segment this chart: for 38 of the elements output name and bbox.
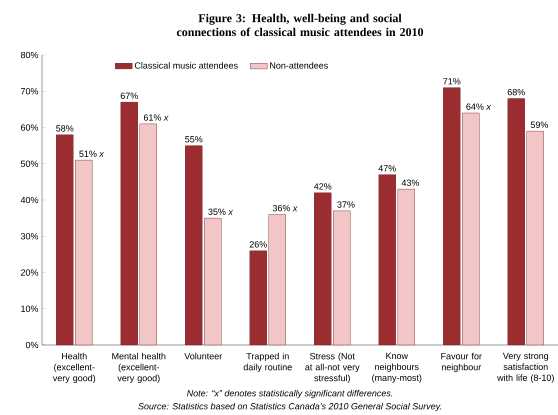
data-label: 42% xyxy=(314,183,332,190)
y-tick-label: 70% xyxy=(20,88,38,94)
x-tick-label: Know neighbours (many-most) xyxy=(372,352,422,383)
chart-title: Figure 3: Health, well-being and social connections of classical music attendees in 2010 xyxy=(176,14,424,36)
data-label: 43% xyxy=(402,180,420,186)
data-label: 58% xyxy=(56,125,74,132)
y-tick-label: 60% xyxy=(20,124,38,131)
x-tick-label: Very strong satisfaction with life (8-10) xyxy=(497,352,554,383)
y-tick-label: 20% xyxy=(20,269,38,276)
y-tick-label: 80% xyxy=(20,52,38,58)
data-label: 37% xyxy=(337,201,355,208)
legend-label: Non-attendees xyxy=(270,62,328,69)
x-tick-label: Trapped in daily routine xyxy=(244,352,292,372)
data-label: 55% xyxy=(185,136,202,142)
y-tick-label: 50% xyxy=(20,160,38,167)
y-tick-label: 0% xyxy=(26,342,38,348)
y-tick-label: 10% xyxy=(21,306,38,312)
x-tick-label: Volunteer xyxy=(184,352,222,360)
x-tick-label: Favour for neighbour xyxy=(441,352,482,372)
data-label: 47% xyxy=(378,165,396,172)
text: Note: “x” denotes statistically significant differences. xyxy=(186,390,392,398)
data-label: 71% xyxy=(443,78,460,84)
data-label: 67% xyxy=(120,92,138,99)
x-tick-label: Stress (Not at all-not very stressful) xyxy=(305,352,360,384)
y-tick-label: 40% xyxy=(20,196,38,204)
legend-label: Classical music attendees xyxy=(134,62,238,69)
data-label: 68% xyxy=(508,88,525,96)
data-label: 36% x xyxy=(272,204,298,212)
source-note: Source: Statistics based on Statistics Canada’s 2010 General Social Survey. xyxy=(138,402,441,412)
data-label: 64% x xyxy=(466,103,492,110)
data-label: 59% xyxy=(530,122,548,128)
data-label: 35% x xyxy=(208,208,234,215)
data-label: 61% x xyxy=(144,114,169,121)
x-tick-label: Health (excellent-very good) xyxy=(52,352,96,384)
x-tick-label: Mental health (excellent-very good) xyxy=(112,352,166,384)
y-tick-label: 30% xyxy=(20,233,38,240)
data-label: 26% xyxy=(250,241,267,248)
data-label: 51% x xyxy=(79,150,104,157)
